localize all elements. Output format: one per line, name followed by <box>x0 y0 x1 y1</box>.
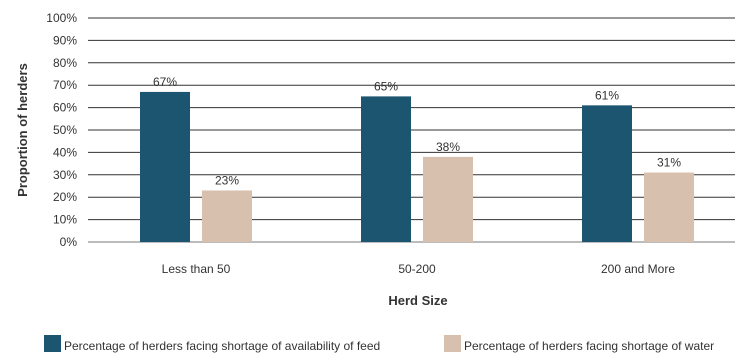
data-label: 65% <box>374 79 398 93</box>
legend-label: Percentage of herders facing shortage of… <box>64 339 380 353</box>
bar <box>140 91 190 242</box>
data-label: 67% <box>153 75 177 89</box>
bar <box>361 96 411 243</box>
legend-swatch <box>444 335 461 352</box>
x-axis-title: Herd Size <box>388 293 447 308</box>
data-label: 61% <box>595 88 619 102</box>
y-tick-label: 70% <box>53 78 77 92</box>
bar <box>644 172 694 242</box>
y-tick-label: 10% <box>53 213 77 227</box>
y-tick-label: 80% <box>53 56 77 70</box>
y-axis-title: Proportion of herders <box>15 63 30 197</box>
x-tick-label: Less than 50 <box>162 262 231 276</box>
y-axis-ticks: 0% 10% 20% 30% 40% 50% 60% 70% 80% 90% 100% <box>46 11 77 249</box>
y-tick-label: 90% <box>53 33 77 47</box>
y-tick-label: 20% <box>53 190 77 204</box>
data-label: 31% <box>657 156 681 170</box>
legend-swatch <box>44 335 61 352</box>
x-tick-label: 200 and More <box>601 262 675 276</box>
bar <box>423 156 473 242</box>
legend: Percentage of herders facing shortage of… <box>44 335 714 353</box>
data-label: 38% <box>436 140 460 154</box>
y-tick-label: 30% <box>53 168 77 182</box>
x-tick-label: 50-200 <box>398 262 436 276</box>
y-tick-label: 60% <box>53 101 77 115</box>
y-tick-label: 0% <box>60 235 78 249</box>
bars <box>140 91 694 243</box>
y-tick-label: 50% <box>53 123 77 137</box>
gridlines <box>88 17 735 243</box>
x-axis-ticks: Less than 50 50-200 200 and More <box>162 262 676 276</box>
data-label: 23% <box>215 173 239 187</box>
bar <box>202 190 252 242</box>
bar <box>582 105 632 242</box>
y-tick-label: 40% <box>53 145 77 159</box>
legend-label: Percentage of herders facing shortage of… <box>464 339 714 353</box>
y-tick-label: 100% <box>46 11 77 25</box>
data-labels: 67% 23% 65% 38% 61% 31% <box>153 75 681 188</box>
